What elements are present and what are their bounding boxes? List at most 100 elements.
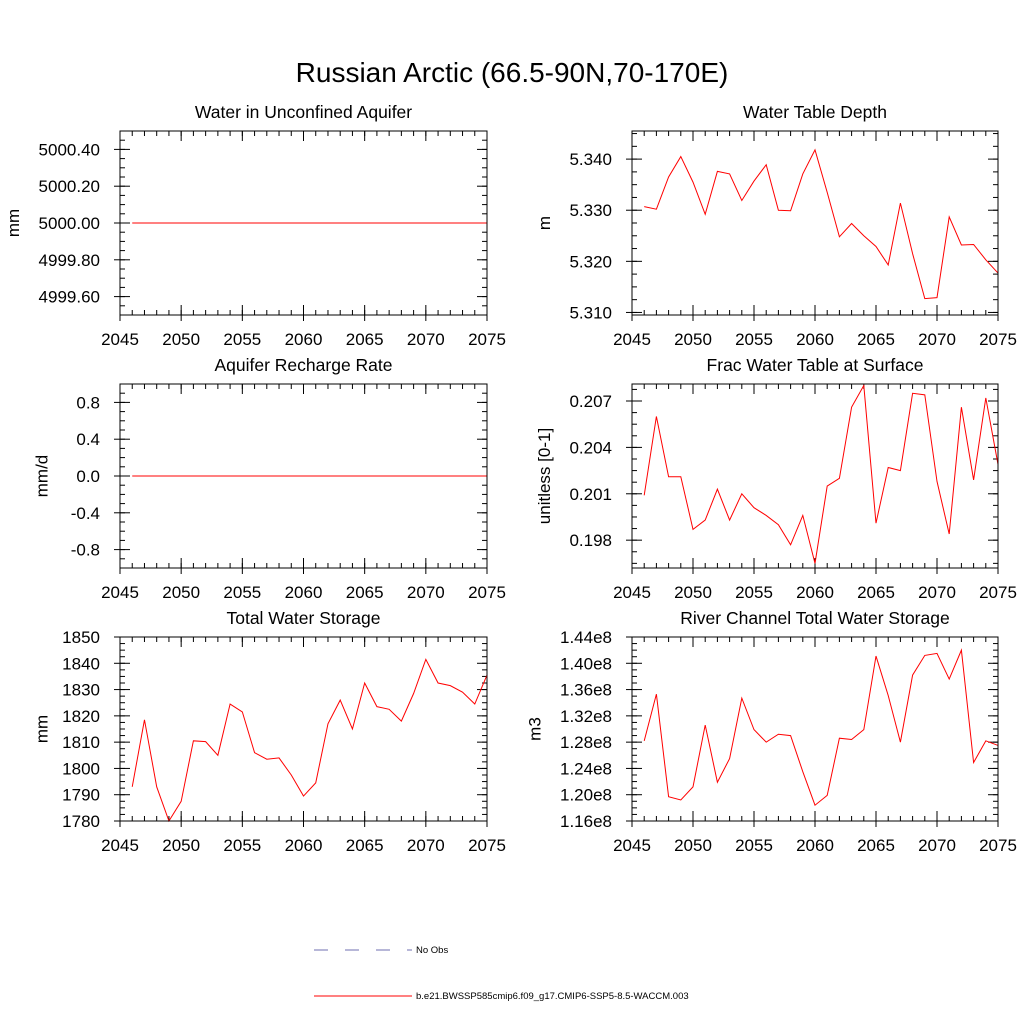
panel-water-table-depth: Water Table Depth 2045 2050 2055 2060 2065 207… xyxy=(535,102,1017,349)
x-tick-label: 2045 xyxy=(101,330,139,349)
y-tick-label: 1790 xyxy=(62,786,100,805)
y-tick-label: 1830 xyxy=(62,681,100,700)
panel-title: Total Water Storage xyxy=(226,608,380,628)
x-tick-label: 2065 xyxy=(346,836,384,855)
x-tick-label: 2070 xyxy=(407,583,445,602)
x-tick-label: 2060 xyxy=(796,330,834,349)
y-tick-label: 0.198 xyxy=(569,531,612,550)
plot-frame xyxy=(631,636,999,822)
legend-label-no-obs: No Obs xyxy=(416,945,448,956)
plot-frame xyxy=(119,383,488,569)
y-tick-label: 5000.40 xyxy=(39,140,100,159)
y-tick-label: 1840 xyxy=(62,654,100,673)
plot-frame xyxy=(631,130,999,316)
x-tick-label: 2050 xyxy=(162,330,200,349)
series-line-1 xyxy=(643,648,999,807)
plot-frame xyxy=(119,636,488,822)
panel-title: Water Table Depth xyxy=(743,102,887,122)
x-tick-label: 2065 xyxy=(857,836,895,855)
x-tick-label: 2065 xyxy=(346,330,384,349)
x-tick-label: 2055 xyxy=(223,330,261,349)
x-tick-label: 2050 xyxy=(674,330,712,349)
x-tick-label: 2075 xyxy=(979,836,1017,855)
legend: No Obs b.e21.BWSSP585cmip6.f09_g17.CMIP6… xyxy=(314,945,689,1002)
figure-title: Russian Arctic (66.5-90N,70-170E) xyxy=(296,57,729,88)
panel-title: Frac Water Table at Surface xyxy=(707,355,924,375)
x-tick-label: 2060 xyxy=(285,836,323,855)
series-line-1 xyxy=(644,148,999,300)
x-tick-label: 2065 xyxy=(857,583,895,602)
x-tick-label: 2055 xyxy=(223,836,261,855)
y-tick-label: 1820 xyxy=(62,707,100,726)
x-tick-label: 2045 xyxy=(101,836,139,855)
x-tick-label: 2060 xyxy=(796,583,834,602)
y-tick-label: 5.330 xyxy=(569,201,612,220)
y-tick-label: -0.4 xyxy=(71,504,100,523)
panels: Water in Unconfined Aquifer 2045 2050 2055 2… xyxy=(4,102,1017,855)
y-tick-label: 1810 xyxy=(62,733,100,752)
x-tick-label: 2055 xyxy=(223,583,261,602)
y-tick-label: 5.310 xyxy=(569,303,612,322)
plot-frame xyxy=(119,130,488,316)
x-tick-label: 2070 xyxy=(918,583,956,602)
x-tick-label: 2055 xyxy=(735,583,773,602)
x-tick-label: 2070 xyxy=(918,330,956,349)
y-tick-label: 1.32e8 xyxy=(560,707,612,726)
x-tick-label: 2045 xyxy=(613,330,651,349)
y-tick-label: 0.201 xyxy=(569,485,612,504)
x-tick-label: 2050 xyxy=(162,836,200,855)
x-tick-label: 2065 xyxy=(857,330,895,349)
y-tick-label: 1.28e8 xyxy=(560,733,612,752)
y-tick-label: -0.8 xyxy=(71,541,100,560)
panel-title: Aquifer Recharge Rate xyxy=(214,355,392,375)
x-tick-label: 2070 xyxy=(407,330,445,349)
panel-title: River Channel Total Water Storage xyxy=(680,608,949,628)
y-tick-label: 4999.80 xyxy=(39,251,100,270)
panel-water-in-unconfined-aquifer: Water in Unconfined Aquifer 2045 2050 2055 2… xyxy=(4,102,506,349)
y-tick-label: 1.24e8 xyxy=(560,759,612,778)
y-tick-label: 1.40e8 xyxy=(560,654,612,673)
x-tick-label: 2045 xyxy=(101,583,139,602)
panel-river-channel-total-water-storage: River Channel Total Water Storage 2045 205… xyxy=(525,608,1017,855)
y-tick-label: 5.340 xyxy=(569,150,612,169)
y-tick-label: 1.20e8 xyxy=(560,786,612,805)
panel-total-water-storage: Total Water Storage 2045 2050 2055 2060 2065 2… xyxy=(33,608,506,855)
plot-frame xyxy=(631,383,999,569)
x-tick-label: 2055 xyxy=(735,330,773,349)
x-tick-label: 2050 xyxy=(674,583,712,602)
x-tick-label: 2045 xyxy=(613,836,651,855)
x-tick-label: 2045 xyxy=(613,583,651,602)
y-tick-label: 5.320 xyxy=(569,252,612,271)
y-axis-label: m xyxy=(535,216,554,230)
x-tick-label: 2060 xyxy=(285,583,323,602)
y-tick-label: 1780 xyxy=(62,812,100,831)
x-tick-label: 2050 xyxy=(674,836,712,855)
y-tick-label: 5000.00 xyxy=(39,214,100,233)
y-tick-label: 0.0 xyxy=(76,467,100,486)
y-tick-label: 0.207 xyxy=(569,392,612,411)
x-tick-label: 2075 xyxy=(979,330,1017,349)
x-tick-label: 2060 xyxy=(796,836,834,855)
y-tick-label: 1800 xyxy=(62,759,100,778)
series-line-1 xyxy=(643,383,999,564)
y-tick-label: 0.8 xyxy=(76,393,100,412)
y-tick-label: 0.4 xyxy=(76,430,100,449)
x-tick-label: 2075 xyxy=(979,583,1017,602)
x-tick-label: 2075 xyxy=(468,836,506,855)
x-tick-label: 2060 xyxy=(285,330,323,349)
panel-aquifer-recharge-rate: Aquifer Recharge Rate 2045 2050 2055 2060 206… xyxy=(33,355,506,602)
y-tick-label: 1850 xyxy=(62,628,100,647)
legend-label-model: b.e21.BWSSP585cmip6.f09_g17.CMIP6-SSP5-8… xyxy=(416,991,689,1002)
x-tick-label: 2055 xyxy=(735,836,773,855)
panel-frac-water-table-at-surface: Frac Water Table at Surface 2045 2050 2055 2… xyxy=(535,355,1017,602)
y-axis-label: m3 xyxy=(525,717,544,741)
x-tick-label: 2075 xyxy=(468,330,506,349)
y-tick-label: 1.44e8 xyxy=(560,628,612,647)
x-tick-label: 2050 xyxy=(162,583,200,602)
panel-title: Water in Unconfined Aquifer xyxy=(195,102,412,122)
y-tick-label: 1.16e8 xyxy=(560,812,612,831)
y-tick-label: 5000.20 xyxy=(39,177,100,196)
x-tick-label: 2070 xyxy=(407,836,445,855)
x-tick-label: 2065 xyxy=(346,583,384,602)
